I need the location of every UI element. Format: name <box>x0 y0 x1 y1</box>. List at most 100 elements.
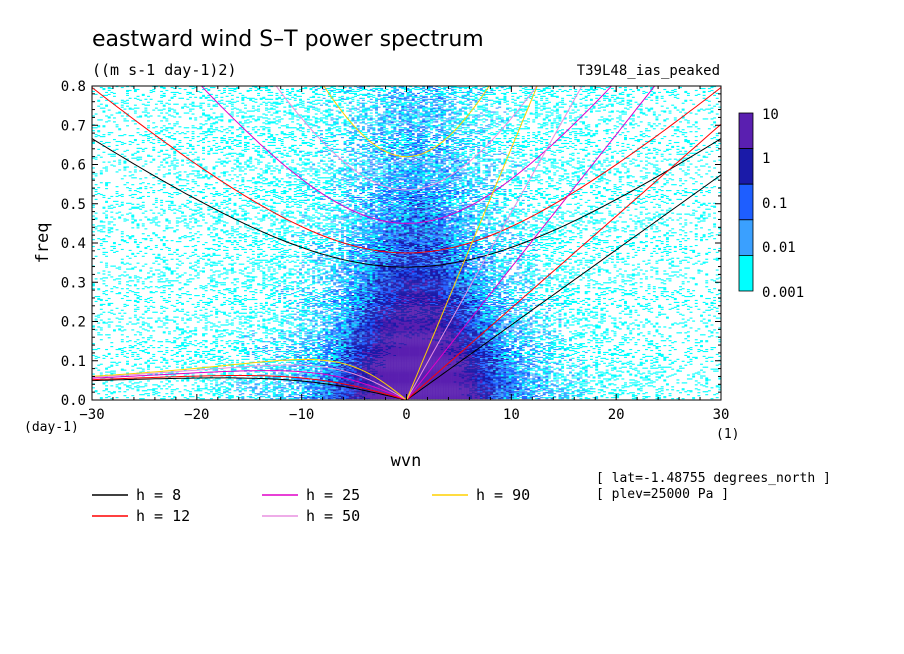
heat-cell <box>514 386 517 387</box>
heat-cell <box>362 381 365 382</box>
heat-cell <box>247 381 250 382</box>
heat-cell <box>425 387 428 388</box>
heat-cell <box>425 393 428 394</box>
heat-cell <box>184 362 187 363</box>
heat-cell <box>519 374 522 375</box>
heat-cell <box>396 377 399 378</box>
heat-cell <box>527 375 530 376</box>
heat-cell <box>446 374 449 375</box>
heat-cell <box>218 384 221 385</box>
heat-cell <box>354 394 357 395</box>
heat-cell <box>296 394 299 395</box>
heat-cell <box>493 374 496 375</box>
heat-cell <box>519 366 522 367</box>
heat-cell <box>296 397 299 398</box>
heat-cell <box>501 383 504 384</box>
heat-cell <box>435 396 438 397</box>
heat-cell <box>399 380 402 381</box>
heat-cell <box>425 369 428 370</box>
heat-cell <box>496 374 499 375</box>
heat-cell <box>464 364 467 365</box>
heat-cell <box>365 366 368 367</box>
heat-cell <box>501 389 504 390</box>
heat-cell <box>404 375 407 376</box>
heat-cell <box>396 374 399 375</box>
heat-cell <box>333 378 336 379</box>
heat-cell <box>648 371 651 372</box>
heat-cell <box>441 361 444 362</box>
heat-cell <box>210 391 213 392</box>
heat-cell <box>564 392 567 393</box>
heat-cell <box>488 380 491 381</box>
heat-cell <box>480 398 483 399</box>
heat-cell <box>441 384 444 385</box>
heat-cell <box>142 369 145 370</box>
heat-cell <box>451 384 454 385</box>
heat-cell <box>619 368 622 369</box>
heat-cell <box>370 361 373 362</box>
heat-cell <box>331 363 334 364</box>
heat-cell <box>265 364 268 365</box>
heat-cell <box>532 387 535 388</box>
heat-cell <box>498 395 501 396</box>
heat-cell <box>310 374 313 375</box>
heat-cell <box>346 392 349 393</box>
heat-cell <box>407 389 410 390</box>
heat-cell <box>477 371 480 372</box>
heat-cell <box>312 364 315 365</box>
heat-cell <box>493 390 496 391</box>
heat-cell <box>357 374 360 375</box>
heat-cell <box>241 396 244 397</box>
heat-cell <box>270 389 273 390</box>
heat-cell <box>399 362 402 363</box>
heat-cell <box>147 395 150 396</box>
heat-cell <box>291 392 294 393</box>
heat-cell <box>291 378 294 379</box>
heat-cell <box>509 363 512 364</box>
heat-cell <box>535 385 538 386</box>
heat-cell <box>317 376 320 377</box>
heat-cell <box>102 383 105 384</box>
heat-cell <box>456 369 459 370</box>
heat-cell <box>427 388 430 389</box>
heat-cell <box>409 385 412 386</box>
heat-cell <box>283 367 286 368</box>
heat-cell <box>503 361 506 362</box>
heat-cell <box>435 367 438 368</box>
heat-cell <box>475 375 478 376</box>
heat-cell <box>503 379 506 380</box>
heat-cell <box>336 398 339 399</box>
heat-cell <box>393 384 396 385</box>
heat-cell <box>517 361 520 362</box>
heat-cell <box>517 369 520 370</box>
heat-cell <box>354 362 357 363</box>
heat-cell <box>524 398 527 399</box>
heat-cell <box>286 396 289 397</box>
heat-cell <box>291 366 294 367</box>
heat-cell <box>341 392 344 393</box>
heat-cell <box>519 386 522 387</box>
heat-cell <box>372 366 375 367</box>
heat-cell <box>105 394 108 395</box>
heat-cell <box>509 374 512 375</box>
heat-cell <box>472 384 475 385</box>
heat-cell <box>475 383 478 384</box>
heat-cell <box>393 367 396 368</box>
heat-cell <box>241 383 244 384</box>
heat-cell <box>320 384 323 385</box>
heat-cell <box>538 378 541 379</box>
heat-cell <box>490 391 493 392</box>
heat-cell <box>438 388 441 389</box>
heat-cell <box>469 368 472 369</box>
heat-cell <box>493 375 496 376</box>
heat-cell <box>705 377 708 378</box>
heat-cell <box>425 390 428 391</box>
heat-cell <box>310 386 313 387</box>
heat-cell <box>399 385 402 386</box>
heat-cell <box>422 373 425 374</box>
heat-cell <box>551 380 554 381</box>
heat-cell <box>257 384 260 385</box>
heat-cell <box>496 371 499 372</box>
heat-cell <box>359 380 362 381</box>
heat-cell <box>278 369 281 370</box>
